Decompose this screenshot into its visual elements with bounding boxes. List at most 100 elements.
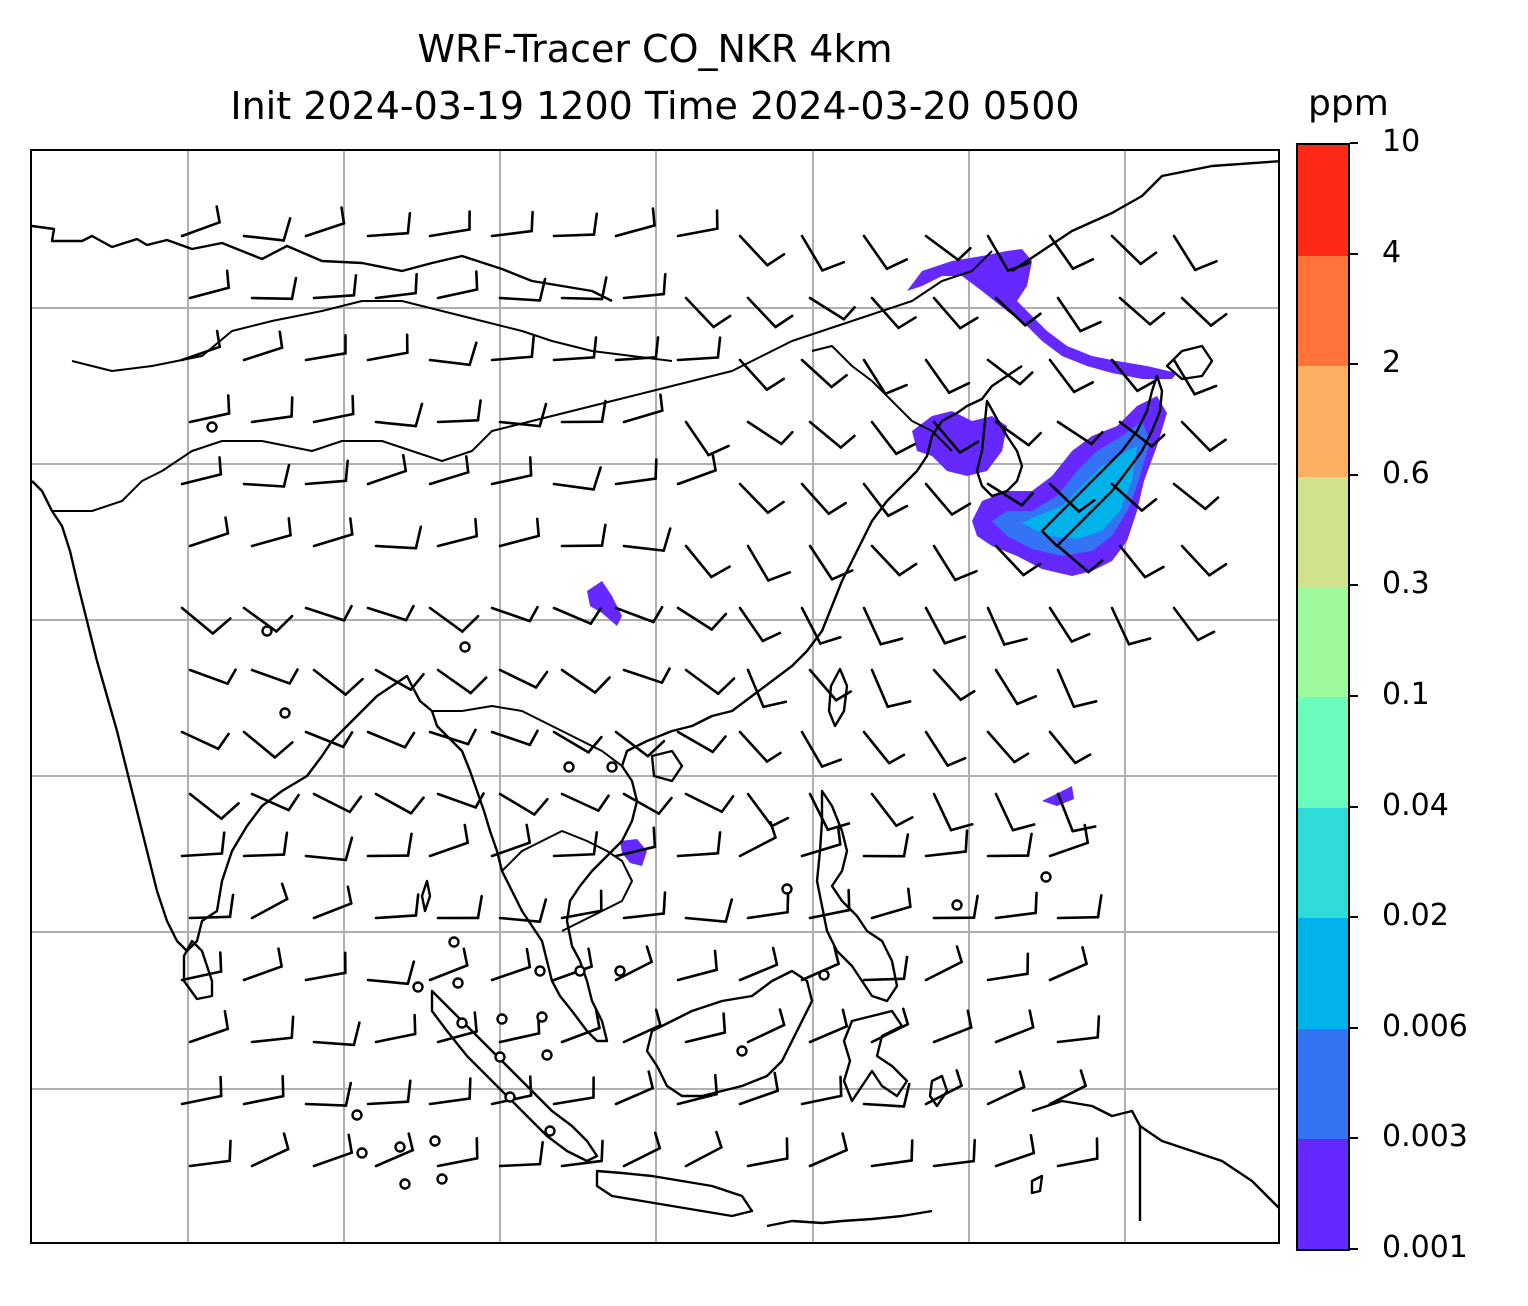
wind-barb-flag [902,833,910,858]
wind-barb-shaft [490,730,532,747]
wind-barb-flag [662,527,672,552]
colorbar-tick [1350,142,1358,144]
wind-barb-shaft [304,352,347,362]
wind-barb-flag [349,517,354,536]
wind-barb-flag [879,637,904,646]
wind-barb-flag [1071,258,1095,271]
colorbar-tick [1350,695,1358,697]
wind-barb [1110,234,1158,266]
wind-barb [490,605,539,623]
wind-barb-shaft [808,544,834,581]
wind-barb-flag [1209,312,1228,327]
wind-barb [428,947,469,982]
wind-barb-shaft [994,544,1025,577]
wind-barb [250,1015,295,1044]
wind-barb-shaft [862,977,906,982]
calm-wind-circle [534,965,546,977]
wind-barb [614,826,657,858]
wind-barb [366,1079,412,1106]
wind-barb-flag [778,1008,786,1027]
wind-barb-flag [220,831,226,855]
wind-barb-shaft [1180,544,1211,577]
wind-barb [1056,792,1097,833]
wind-barb-shaft [986,606,1006,646]
coast-north [32,224,613,303]
wind-barb-shaft [366,1100,410,1106]
wind-barb-flag [958,440,980,454]
wind-barb-shaft [498,792,536,816]
wind-barb [808,296,856,321]
wind-barb [924,606,967,645]
wind-barb-flag [710,565,731,579]
wind-barb-flag [1148,311,1166,326]
wind-barb-shaft [436,1156,479,1168]
wind-barb [250,396,294,424]
wind-barb [676,453,717,486]
wind-barb-flag [897,316,917,330]
wind-barb-shaft [870,420,898,456]
wind-barb-shaft [932,420,962,454]
wind-barb [1056,1015,1101,1044]
wind-barb-flag [654,1008,662,1027]
calm-wind-circle [394,1141,406,1153]
wind-barb-flag [351,394,355,416]
wind-barb-flag [1023,312,1042,327]
wind-barb-shaft [436,1030,478,1044]
wind-barb [436,1136,479,1168]
wind-barb-shaft [250,1147,290,1168]
wind-barb [436,517,479,548]
colorbar-tick-label: 0.04 [1382,787,1449,823]
wind-barb-shaft [180,852,224,858]
wind-barb-flag [409,672,425,692]
wind-barb [428,728,477,746]
wind-barb [498,898,548,924]
wind-barb-flag [1207,562,1228,577]
wind-barb-flag [220,802,240,821]
wind-barb-flag [1077,498,1096,513]
wind-barb-shaft [180,473,223,486]
wind-barb [800,234,846,272]
wind-barb [1048,823,1090,858]
colorbar-tick [1350,1137,1358,1140]
wind-barb-flag [1143,565,1165,579]
wind-barb-shaft [560,296,604,301]
wind-barb [498,277,547,302]
wind-barb-shaft [676,356,720,362]
wind-barb [188,394,231,424]
wind-barb-flag [346,885,353,905]
wind-barb [870,887,912,920]
wind-barb [1180,544,1228,577]
calm-wind-circle [1040,871,1052,883]
wind-barb-shaft [1056,668,1076,709]
wind-barb-shaft [1048,841,1090,858]
colorbar-tick-label: 4 [1382,234,1402,270]
wind-barb-shaft [490,965,532,982]
wind-barb-shaft [684,1031,727,1044]
calm-wind-circle [279,707,291,719]
wind-barb [1110,482,1158,512]
wind-barb-flag [830,569,854,581]
wind-barb-shaft [994,1151,1036,1168]
wind-barb [932,792,974,832]
wind-barb-flag [950,502,972,516]
wind-barb-flag [538,898,548,924]
wind-barb-shaft [436,419,480,424]
wind-barb [676,831,722,858]
wind-barb-shaft [428,228,471,238]
wind-barb [428,455,470,486]
wind-barb-flag [652,826,657,849]
coast-malay [531,885,609,1043]
wind-barb [986,952,1030,982]
wind-barb [428,341,478,367]
wind-barb [862,234,909,271]
wind-barb-shaft [614,960,653,982]
wind-barb [1172,606,1216,642]
wind-barb-flag [476,894,483,920]
wind-barb-flag [765,751,782,763]
wind-barb-flag [282,831,289,856]
wind-barb-shaft [250,533,292,548]
wind-barb-flag [711,453,717,472]
wind-barb-shaft [738,963,779,982]
wind-barb-flag [290,276,298,301]
wind-barb-shaft [738,358,769,391]
